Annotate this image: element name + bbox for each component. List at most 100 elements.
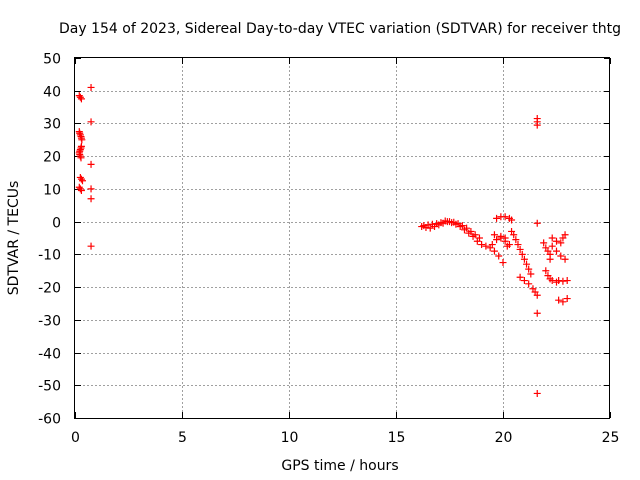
data-point	[514, 241, 522, 249]
data-point	[482, 242, 490, 250]
data-point	[540, 239, 548, 247]
data-point	[87, 195, 95, 203]
data-point	[76, 146, 84, 154]
x-tick-label: 25	[602, 430, 620, 446]
data-point	[420, 222, 428, 230]
data-point	[433, 220, 441, 228]
data-point	[557, 252, 565, 260]
plot-frame	[74, 57, 610, 419]
data-point	[77, 95, 85, 103]
data-point	[520, 255, 528, 263]
data-point	[520, 277, 528, 285]
data-point	[458, 222, 466, 230]
x-tick-label: 10	[281, 430, 299, 446]
y-tick-labels: -60 -50 -40 -30 -20 -10 0 10 20 30 40 50	[38, 52, 61, 428]
data-point	[76, 152, 84, 160]
data-point	[501, 234, 509, 242]
data-point	[533, 291, 541, 299]
data-point	[77, 144, 85, 152]
data-point	[424, 221, 432, 229]
y-tick-label: -10	[38, 248, 61, 264]
y-tick-label: 10	[43, 183, 61, 199]
data-point	[512, 236, 520, 244]
data-point	[555, 296, 563, 304]
data-point	[77, 154, 85, 162]
data-point	[527, 270, 535, 278]
data-point	[561, 255, 569, 263]
data-point	[559, 277, 567, 285]
data-point	[510, 231, 518, 239]
data-point	[478, 241, 486, 249]
data-point	[76, 185, 84, 193]
data-point	[454, 220, 462, 228]
data-point	[78, 136, 86, 144]
data-point	[437, 219, 445, 227]
data-point	[548, 234, 556, 242]
y-tick-label: 50	[43, 52, 61, 68]
data-point	[76, 129, 84, 137]
x-tick-labels: 0 5 10 15 20 25	[71, 430, 619, 446]
data-point	[76, 131, 84, 139]
data-point	[516, 273, 524, 281]
data-points	[75, 83, 571, 397]
y-tick-label: 40	[43, 85, 61, 101]
y-tick-label: -50	[38, 379, 61, 395]
data-point	[518, 250, 526, 258]
y-tick-label: -40	[38, 347, 61, 363]
data-point	[559, 298, 567, 306]
data-point	[490, 231, 498, 239]
data-point	[563, 295, 571, 303]
data-point	[463, 224, 471, 232]
data-point	[87, 160, 95, 168]
data-point	[471, 231, 479, 239]
data-point	[501, 213, 509, 221]
data-point	[490, 247, 498, 255]
data-point	[450, 218, 458, 226]
data-point	[548, 277, 556, 285]
x-tick-label: 0	[71, 430, 80, 446]
data-point	[516, 245, 524, 253]
data-point	[488, 241, 496, 249]
chart-title: Day 154 of 2023, Sidereal Day-to-day VTE…	[59, 21, 621, 37]
data-point	[87, 83, 95, 91]
data-point	[546, 255, 554, 263]
data-point	[561, 231, 569, 239]
data-point	[553, 237, 560, 245]
data-point	[542, 267, 550, 275]
data-point	[78, 177, 86, 185]
data-point	[525, 265, 533, 273]
data-point	[441, 217, 449, 225]
data-point	[497, 232, 505, 240]
axis-ticks	[75, 58, 611, 419]
data-point	[76, 93, 84, 101]
data-point	[533, 219, 541, 227]
y-tick-label: 0	[52, 216, 61, 232]
data-point	[533, 121, 541, 129]
data-point	[495, 252, 503, 260]
y-tick-label: -30	[38, 314, 61, 330]
data-point	[446, 218, 453, 226]
x-tick-label: 5	[178, 430, 187, 446]
data-point	[467, 227, 475, 235]
x-tick-label: 20	[495, 430, 513, 446]
grid-lines	[75, 58, 610, 418]
x-tick-label: 15	[388, 430, 406, 446]
data-point	[428, 220, 436, 228]
data-point	[493, 236, 501, 244]
data-point	[548, 242, 556, 250]
y-tick-label: -20	[38, 281, 61, 297]
data-point	[555, 277, 563, 285]
y-tick-label: -60	[38, 412, 61, 428]
data-point	[76, 151, 84, 159]
y-axis-label: SDTVAR / TECUs	[6, 181, 22, 296]
data-point	[499, 259, 507, 267]
data-point	[508, 216, 516, 224]
data-point	[557, 239, 565, 247]
data-point	[87, 118, 95, 126]
y-tick-label: 20	[43, 150, 61, 166]
data-point	[533, 309, 541, 317]
data-point	[493, 214, 501, 222]
data-point	[533, 389, 541, 397]
data-point	[77, 187, 85, 195]
